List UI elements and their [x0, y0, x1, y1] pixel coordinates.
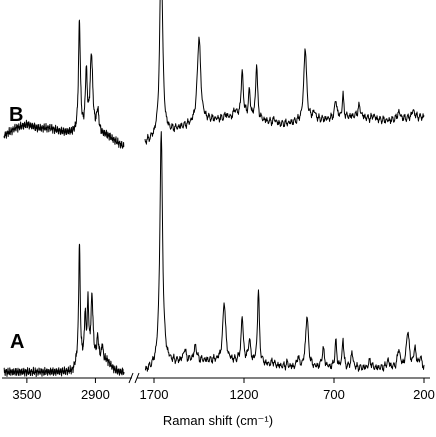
x-tick-label-3500: 3500: [12, 387, 41, 402]
spectrum-b-low-line: [144, 0, 425, 145]
x-axis-title: Raman shift (cm⁻¹): [163, 413, 273, 428]
x-tick-label-1200: 1200: [230, 387, 259, 402]
spectra-traces: [3, 0, 425, 378]
trace-label-a: A: [10, 331, 24, 353]
x-tick-label-2900: 2900: [81, 387, 110, 402]
spectrum-b-high-line: [3, 19, 125, 149]
x-tick-label-700: 700: [323, 387, 345, 402]
trace-label-b: B: [9, 104, 23, 126]
axis-break-mark-right: [134, 372, 140, 384]
x-axis: 3500 2900 1700 1200 700 200: [2, 372, 435, 402]
x-tick-label-200: 200: [413, 387, 435, 402]
x-tick-label-1700: 1700: [140, 387, 169, 402]
axis-break-mark-left: [128, 372, 134, 384]
spectrum-a-low-line: [144, 131, 425, 372]
trace-labels: BA: [9, 104, 24, 353]
spectrum-a-high-line: [3, 243, 125, 378]
